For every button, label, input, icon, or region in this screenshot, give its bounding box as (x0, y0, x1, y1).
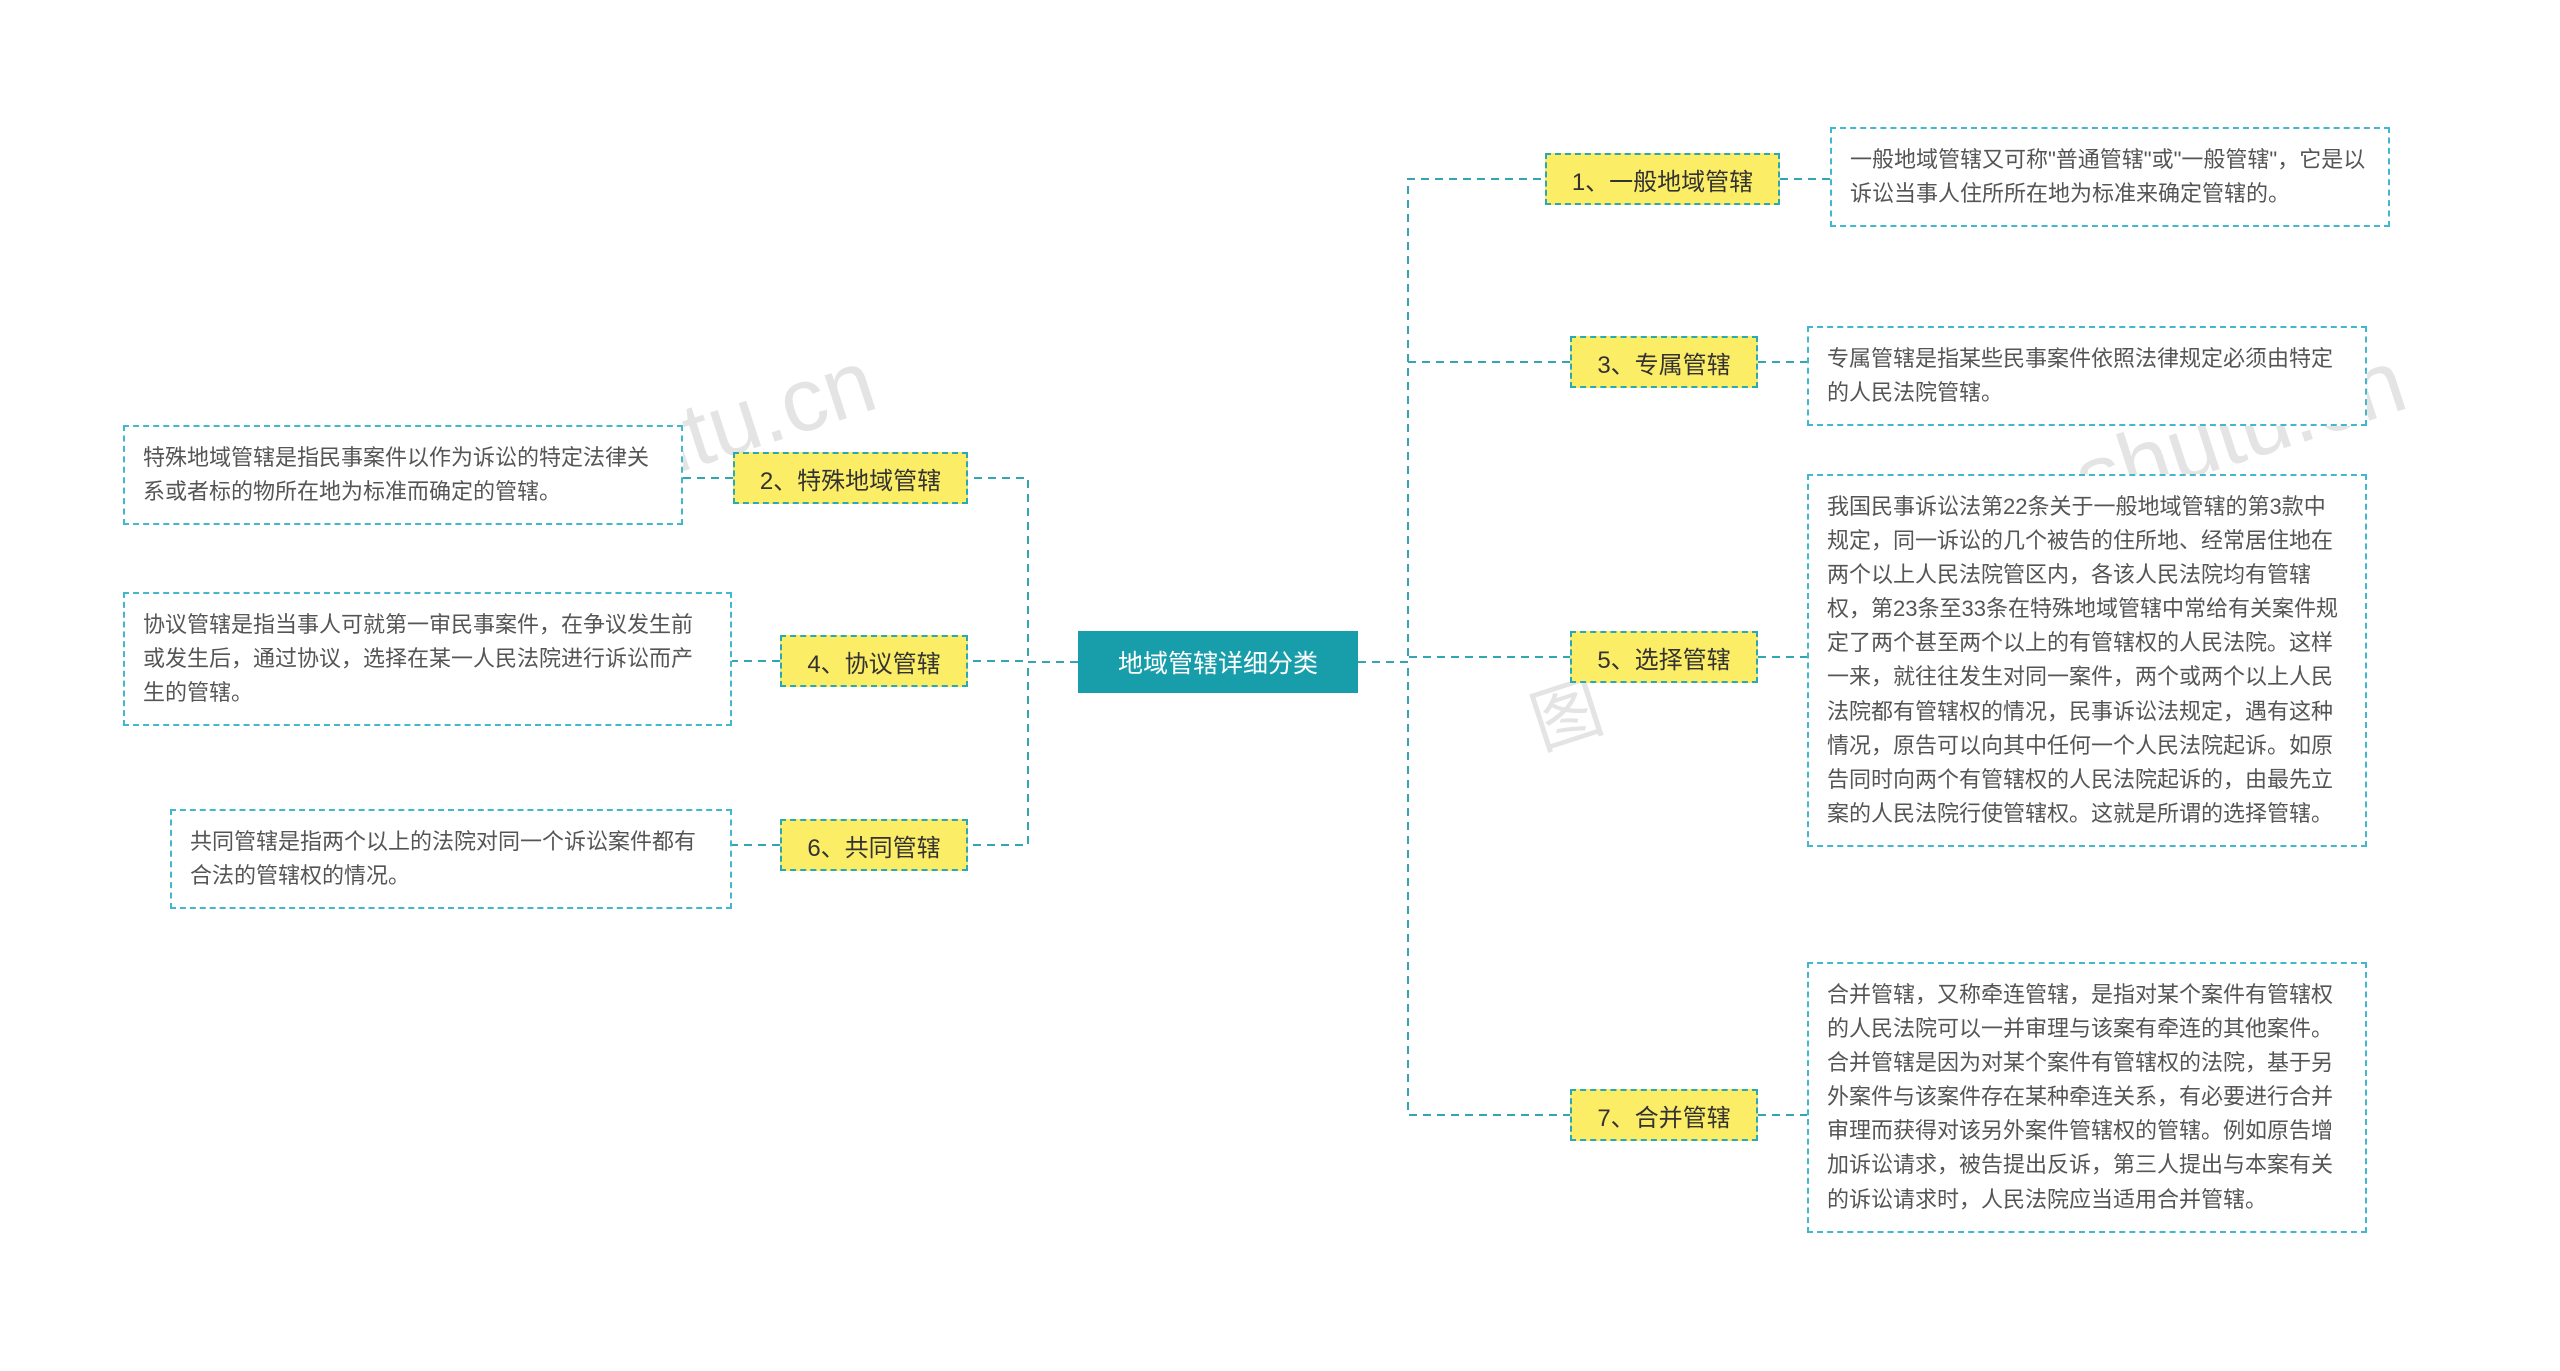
desc-text: 共同管辖是指两个以上的法院对同一个诉讼案件都有合法的管辖权的情况。 (190, 829, 696, 888)
desc-node-1: 一般地域管辖又可称"普通管辖"或"一般管辖"，它是以诉讼当事人住所所在地为标准来… (1830, 127, 2390, 227)
root-node: 地域管辖详细分类 (1078, 631, 1358, 693)
desc-node-4: 协议管辖是指当事人可就第一审民事案件，在争议发生前或发生后，通过协议，选择在某一… (123, 592, 732, 726)
desc-node-6: 共同管辖是指两个以上的法院对同一个诉讼案件都有合法的管辖权的情况。 (170, 809, 732, 909)
topic-node-3: 3、专属管辖 (1570, 336, 1758, 388)
topic-label: 6、共同管辖 (807, 828, 940, 863)
desc-node-2: 特殊地域管辖是指民事案件以作为诉讼的特定法律关系或者标的物所在地为标准而确定的管… (123, 425, 683, 525)
desc-text: 我国民事诉讼法第22条关于一般地域管辖的第3款中规定，同一诉讼的几个被告的住所地… (1827, 494, 2338, 826)
topic-label: 7、合并管辖 (1597, 1098, 1730, 1133)
topic-node-4: 4、协议管辖 (780, 635, 968, 687)
desc-text: 合并管辖，又称牵连管辖，是指对某个案件有管辖权的人民法院可以一并审理与该案有牵连… (1827, 982, 2333, 1212)
topic-label: 1、一般地域管辖 (1572, 162, 1753, 197)
desc-node-7: 合并管辖，又称牵连管辖，是指对某个案件有管辖权的人民法院可以一并审理与该案有牵连… (1807, 962, 2367, 1233)
topic-label: 4、协议管辖 (807, 644, 940, 679)
desc-text: 特殊地域管辖是指民事案件以作为诉讼的特定法律关系或者标的物所在地为标准而确定的管… (143, 445, 649, 504)
topic-node-6: 6、共同管辖 (780, 819, 968, 871)
desc-node-5: 我国民事诉讼法第22条关于一般地域管辖的第3款中规定，同一诉讼的几个被告的住所地… (1807, 474, 2367, 847)
desc-node-3: 专属管辖是指某些民事案件依照法律规定必须由特定的人民法院管辖。 (1807, 326, 2367, 426)
topic-label: 5、选择管辖 (1597, 640, 1730, 675)
desc-text: 一般地域管辖又可称"普通管辖"或"一般管辖"，它是以诉讼当事人住所所在地为标准来… (1850, 147, 2365, 206)
root-label: 地域管辖详细分类 (1118, 644, 1318, 680)
topic-node-2: 2、特殊地域管辖 (733, 452, 968, 504)
topic-label: 2、特殊地域管辖 (760, 461, 941, 496)
desc-text: 协议管辖是指当事人可就第一审民事案件，在争议发生前或发生后，通过协议，选择在某一… (143, 612, 693, 705)
topic-node-7: 7、合并管辖 (1570, 1089, 1758, 1141)
watermark: cn (606, 1338, 728, 1371)
topic-node-1: 1、一般地域管辖 (1545, 153, 1780, 205)
topic-label: 3、专属管辖 (1597, 345, 1730, 380)
desc-text: 专属管辖是指某些民事案件依照法律规定必须由特定的人民法院管辖。 (1827, 346, 2333, 405)
topic-node-5: 5、选择管辖 (1570, 631, 1758, 683)
